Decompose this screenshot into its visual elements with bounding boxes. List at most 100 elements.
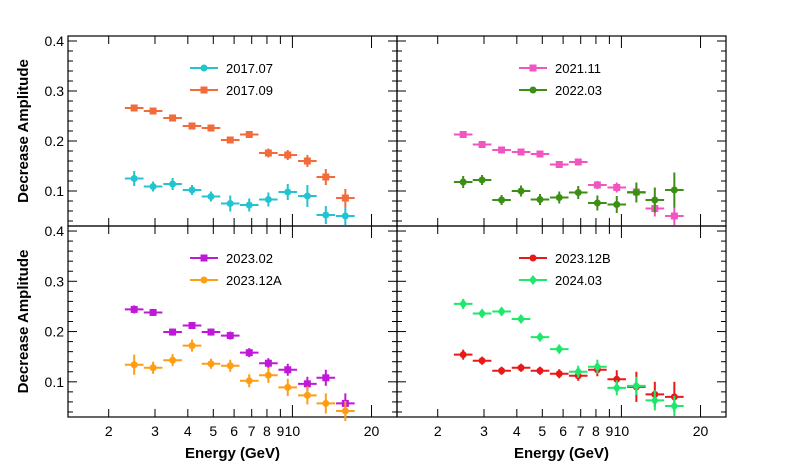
legend-marker (200, 64, 208, 72)
data-point (245, 201, 253, 209)
data-point (651, 196, 659, 204)
data-point (207, 328, 215, 336)
legend-label: 2023.02 (226, 251, 273, 266)
y-tick-label: 0.3 (45, 273, 65, 289)
data-point (264, 359, 272, 367)
data-point (459, 298, 468, 309)
data-point (459, 131, 467, 138)
data-point (226, 332, 234, 340)
y-axis-title: Decrease Amplitude (15, 59, 32, 203)
x-tick-label: 9 (276, 423, 284, 439)
data-point (207, 193, 215, 200)
data-point (478, 176, 486, 184)
panel-bottom-right: 2 3 4 5 6 7 8 9 10 20 Energy (GeV) 2023.12B 2024.03 (396, 225, 727, 462)
legend-label: 2024.03 (555, 273, 602, 288)
data-point (632, 380, 641, 391)
data-point (245, 131, 253, 138)
series-2022.03 (453, 172, 684, 213)
data-point (284, 151, 292, 159)
data-point (284, 383, 292, 391)
data-point (303, 380, 311, 388)
x-tick-label: 2 (105, 423, 113, 439)
x-tick-label: 8 (592, 423, 600, 439)
legend-label: 2017.09 (226, 83, 273, 98)
data-point (498, 367, 506, 375)
data-point (478, 308, 487, 319)
data-point (459, 178, 467, 186)
x-tick-label: 6 (559, 423, 567, 439)
legend-marker (200, 276, 208, 284)
x-tick-label: 10 (285, 423, 301, 439)
data-point (207, 360, 215, 368)
legend-label: 2017.07 (226, 61, 273, 76)
data-point (613, 375, 621, 383)
data-point (670, 212, 678, 220)
data-point (188, 122, 196, 130)
data-point (284, 366, 292, 374)
panel-top-right: 2021.11 2022.03 (396, 35, 727, 227)
data-point (555, 370, 563, 378)
x-tick-label: 7 (577, 423, 585, 439)
data-point (322, 173, 330, 181)
x-tick-label: 8 (263, 423, 271, 439)
y-tick-label: 0.4 (45, 223, 65, 239)
x-tick-label: 3 (480, 423, 488, 439)
data-point (574, 158, 582, 166)
data-point (555, 161, 563, 168)
x-tick-label: 7 (248, 423, 256, 439)
data-point (226, 362, 234, 370)
x-tick-label: 20 (364, 423, 380, 439)
data-point (264, 196, 272, 203)
data-point (264, 149, 272, 157)
legend-marker (200, 254, 208, 262)
data-point (517, 148, 525, 156)
x-axis-title: Energy (GeV) (185, 445, 280, 462)
data-point (322, 374, 330, 382)
x-tick-label: 2 (434, 423, 442, 439)
x-tick-label: 6 (230, 423, 238, 439)
data-point (303, 157, 311, 165)
y-tick-label: 0.4 (45, 33, 65, 49)
data-point (130, 361, 138, 369)
panel-top-left: 0.1 0.2 0.3 0.4 Decrease Amplitude 2017.07 201… (15, 33, 398, 227)
data-point (517, 187, 525, 195)
data-point (284, 188, 292, 196)
data-point (650, 395, 659, 406)
series-2023.12A (124, 339, 355, 422)
data-point (574, 189, 582, 196)
y-axis-title: Decrease Amplitude (15, 250, 32, 394)
legend-marker (529, 275, 537, 285)
data-point (188, 186, 196, 194)
x-tick-label: 4 (184, 423, 192, 439)
data-point (498, 196, 506, 204)
data-point (169, 356, 177, 364)
y-tick-label: 0.2 (45, 133, 65, 149)
data-point (536, 367, 544, 375)
y-tick-label: 0.1 (45, 374, 65, 390)
legend-marker (529, 64, 537, 72)
data-point (322, 211, 330, 219)
data-point (536, 196, 544, 203)
legend-label: 2021.11 (555, 61, 601, 76)
data-point (188, 322, 196, 330)
legend-marker (529, 86, 537, 94)
series-2017.07 (124, 171, 355, 225)
data-point (574, 366, 583, 377)
data-point (303, 391, 311, 399)
y-tick-label: 0.1 (45, 183, 65, 199)
series-2023.02 (124, 305, 355, 414)
data-point (478, 141, 486, 148)
data-point (459, 351, 467, 359)
data-point (555, 194, 563, 201)
data-point (612, 382, 621, 393)
x-axis-title: Energy (GeV) (514, 445, 609, 462)
data-point (169, 180, 177, 188)
data-point (517, 313, 526, 324)
data-point (226, 136, 234, 144)
data-point (632, 189, 640, 196)
y-tick-label: 0.3 (45, 83, 65, 99)
legend-label: 2022.03 (555, 83, 602, 98)
data-point (341, 407, 349, 415)
data-point (555, 344, 564, 355)
